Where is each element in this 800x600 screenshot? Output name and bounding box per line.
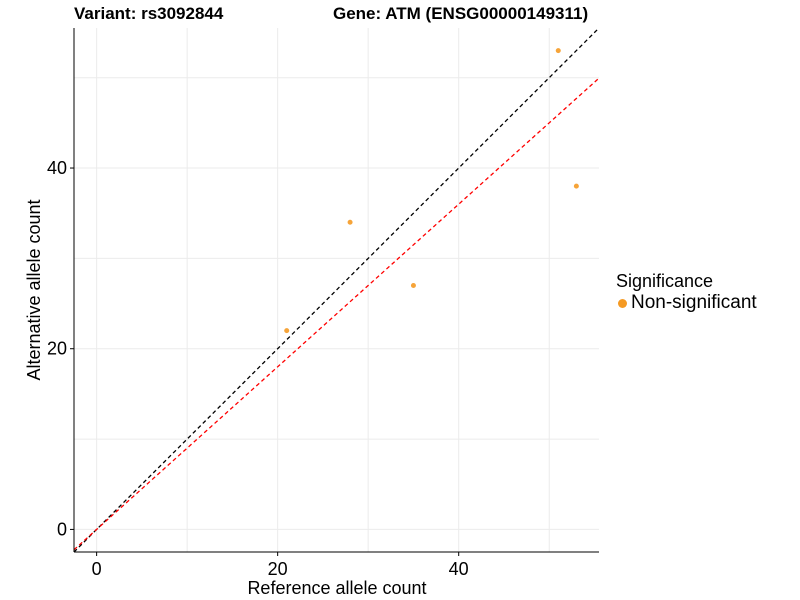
identity-line: [73, 27, 600, 553]
data-points: [284, 48, 579, 334]
data-point: [347, 219, 353, 225]
data-point: [410, 282, 416, 288]
legend: Significance Non-significant: [616, 271, 757, 314]
legend-item-label: Non-significant: [631, 292, 757, 313]
grid: [74, 28, 599, 552]
y-tick-label: 40: [47, 158, 67, 178]
x-tick-label: 40: [449, 559, 469, 579]
reference-lines: [73, 27, 600, 553]
fit-line: [73, 77, 600, 551]
data-point: [573, 183, 579, 189]
y-tick-label: 20: [47, 339, 67, 359]
legend-title: Significance: [616, 271, 714, 291]
x-tick-label: 20: [268, 559, 288, 579]
variant-title: Variant: rs3092844: [74, 4, 224, 23]
gene-title: Gene: ATM (ENSG00000149311): [333, 4, 589, 23]
axes: 0 20 40 0 20 40: [47, 28, 599, 579]
data-point: [284, 328, 290, 334]
y-axis-label: Alternative allele count: [24, 199, 44, 380]
legend-dot-icon: [618, 298, 627, 308]
legend-item-non-significant: Non-significant: [616, 292, 757, 314]
x-axis-label: Reference allele count: [247, 578, 426, 598]
data-point: [555, 48, 561, 54]
y-tick-label: 0: [57, 519, 67, 539]
x-tick-label: 0: [92, 559, 102, 579]
